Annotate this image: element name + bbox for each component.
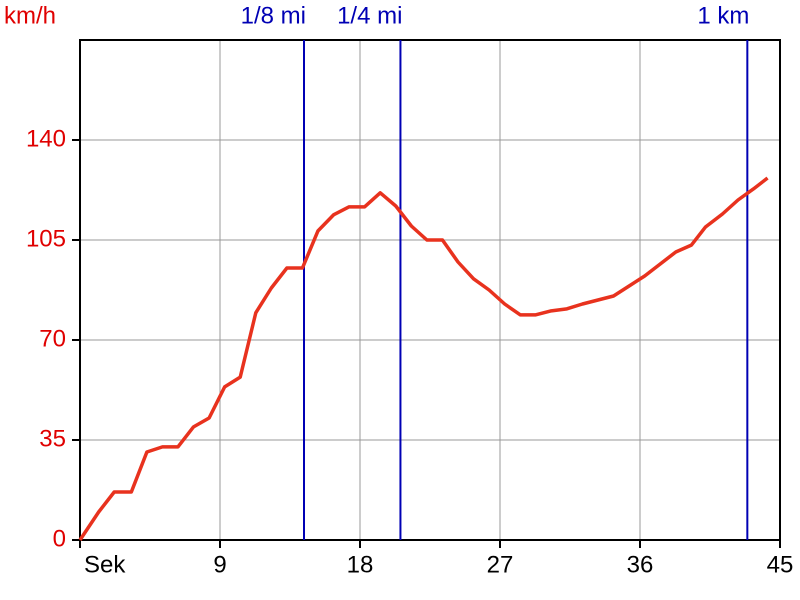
x-tick-label: 45: [767, 551, 794, 578]
y-tick-label: 140: [26, 125, 66, 152]
y-tick-label: 105: [26, 225, 66, 252]
y-tick-label: 70: [39, 325, 66, 352]
marker-label: 1 km: [697, 2, 749, 29]
marker-label: 1/4 mi: [337, 2, 402, 29]
y-tick-label: 35: [39, 425, 66, 452]
x-tick-label: 27: [487, 551, 514, 578]
x-tick-label: 9: [213, 551, 226, 578]
x-tick-label: 18: [347, 551, 374, 578]
y-axis-label: km/h: [4, 2, 56, 29]
marker-label: 1/8 mi: [241, 2, 306, 29]
x-tick-label: Sek: [84, 551, 126, 578]
y-tick-label: 0: [53, 525, 66, 552]
plot-border: [79, 39, 781, 541]
speed-line: [78, 176, 769, 541]
x-tick-label: 36: [627, 551, 654, 578]
